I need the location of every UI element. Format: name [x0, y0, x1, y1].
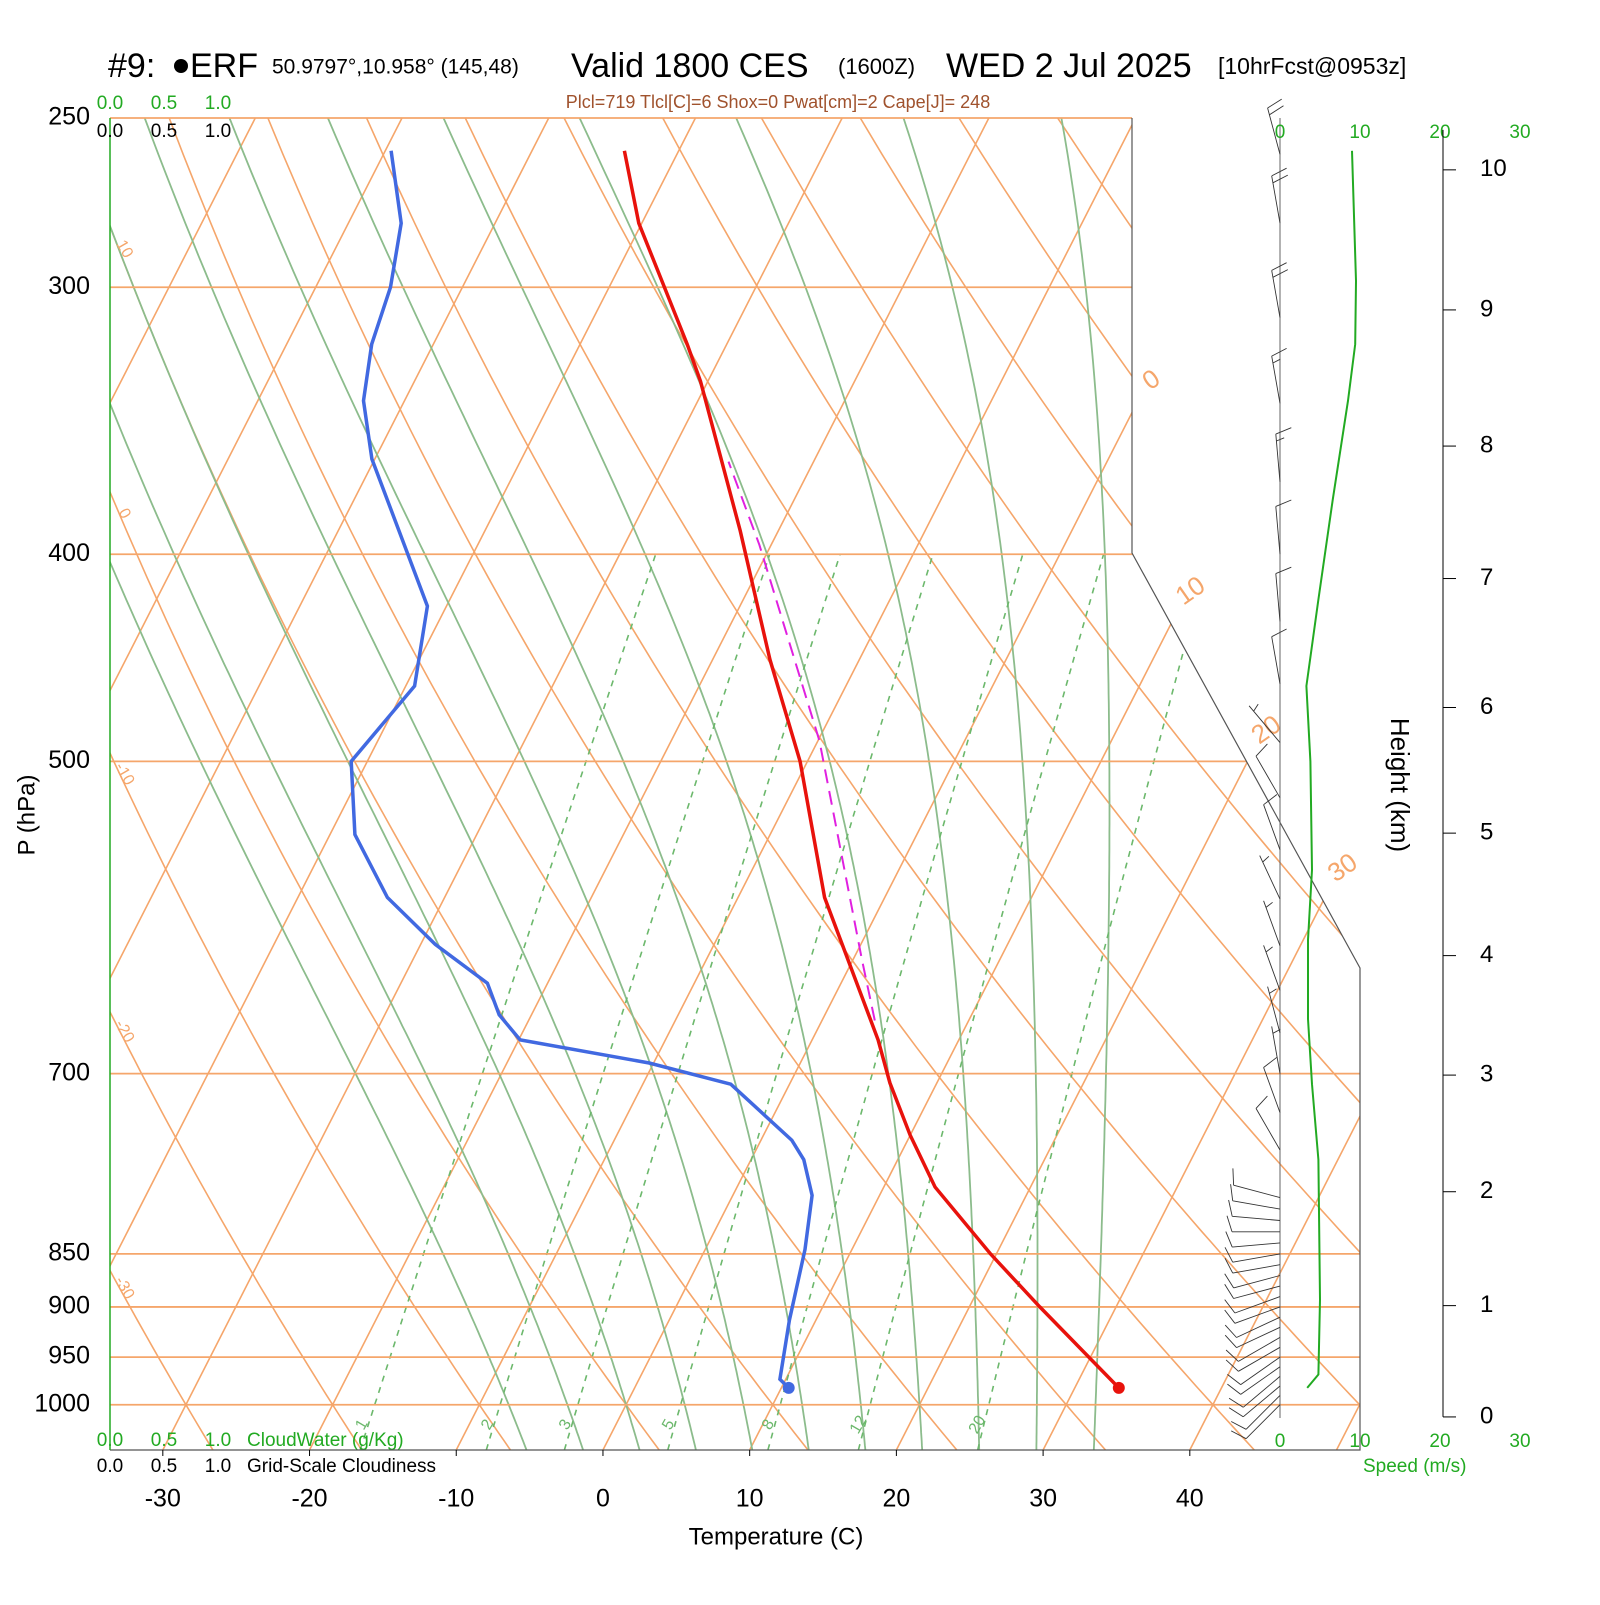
y-tick-label: 300 — [48, 272, 90, 300]
speed-tick-label: 10 — [1349, 1431, 1370, 1452]
height-tick-label: 1 — [1480, 1291, 1493, 1318]
x-tick-label: -10 — [438, 1485, 474, 1513]
height-axis-label: Height (km) — [1385, 718, 1415, 852]
height-tick-label: 5 — [1480, 818, 1493, 845]
subtitle: Plcl=719 Tlcl[C]=6 Shox=0 Pwat[cm]=2 Cap… — [566, 92, 990, 112]
date: WED 2 Jul 2025 — [946, 47, 1192, 85]
valid-time: Valid 1800 CES — [571, 47, 809, 85]
height-tick-label: 7 — [1480, 564, 1493, 591]
cloud-water-tick-label: 0.5 — [151, 1430, 177, 1451]
utc-time: (1600Z) — [838, 54, 915, 79]
height-tick-label: 4 — [1480, 941, 1493, 968]
height-tick-label: 3 — [1480, 1060, 1493, 1087]
x-tick-label: 20 — [882, 1485, 910, 1513]
cloudiness-tick-label: 0.5 — [151, 121, 177, 142]
dewpoint-surface-dot — [783, 1382, 795, 1394]
speed-tick-label: 30 — [1509, 122, 1530, 143]
cloud-water-tick-label: 1.0 — [205, 1430, 231, 1451]
speed-tick-label: 20 — [1429, 1431, 1450, 1452]
cloud-water-tick-label: 0.0 — [97, 93, 123, 114]
cloudiness-tick-label: 1.0 — [205, 1456, 231, 1477]
speed-tick-label: 10 — [1349, 122, 1370, 143]
height-tick-label: 8 — [1480, 431, 1493, 458]
cloud-water-label: CloudWater (g/Kg) — [247, 1430, 404, 1451]
height-tick-label: 0 — [1480, 1402, 1493, 1429]
x-tick-label: 0 — [596, 1485, 610, 1513]
cloud-water-tick-label: 0.5 — [151, 93, 177, 114]
height-tick-label: 9 — [1480, 295, 1493, 322]
cloudiness-tick-label: 0.0 — [97, 121, 123, 142]
y-tick-label: 500 — [48, 746, 90, 774]
station: ERF — [190, 47, 258, 85]
y-axis-label: P (hPa) — [13, 775, 40, 856]
y-tick-label: 950 — [48, 1342, 90, 1370]
speed-tick-label: 20 — [1429, 122, 1450, 143]
speed-tick-label: 0 — [1275, 1431, 1286, 1452]
cloudiness-tick-label: 1.0 — [205, 121, 231, 142]
height-tick-label: 2 — [1480, 1177, 1493, 1204]
y-tick-label: 900 — [48, 1292, 90, 1320]
y-tick-label: 400 — [48, 539, 90, 567]
speed-axis-label: Speed (m/s) — [1363, 1456, 1466, 1477]
station-dot — [174, 59, 188, 73]
cloud-water-tick-label: 1.0 — [205, 93, 231, 114]
cloud-water-tick-label: 0.0 — [97, 1430, 123, 1451]
x-tick-label: 10 — [736, 1485, 764, 1513]
speed-tick-label: 30 — [1509, 1431, 1530, 1452]
x-tick-label: 30 — [1029, 1485, 1057, 1513]
x-tick-label: 40 — [1176, 1485, 1204, 1513]
x-tick-label: -30 — [145, 1485, 181, 1513]
x-axis-label: Temperature (C) — [689, 1523, 864, 1550]
cloudiness-tick-label: 0.5 — [151, 1456, 177, 1477]
station-number: #9: — [108, 47, 155, 85]
y-tick-label: 250 — [48, 103, 90, 131]
forecast: [10hrFcst@0953z] — [1218, 53, 1406, 79]
temperature-surface-dot — [1113, 1382, 1125, 1394]
location: 50.9797°,10.958° (145,48) — [272, 56, 519, 79]
x-tick-label: -20 — [291, 1485, 327, 1513]
height-tick-label: 10 — [1480, 155, 1507, 182]
cloudiness-label: Grid-Scale Cloudiness — [247, 1456, 436, 1477]
y-tick-label: 850 — [48, 1238, 90, 1266]
y-tick-label: 700 — [48, 1058, 90, 1086]
height-tick-label: 6 — [1480, 693, 1493, 720]
y-tick-label: 1000 — [34, 1389, 90, 1417]
cloudiness-tick-label: 0.0 — [97, 1456, 123, 1477]
